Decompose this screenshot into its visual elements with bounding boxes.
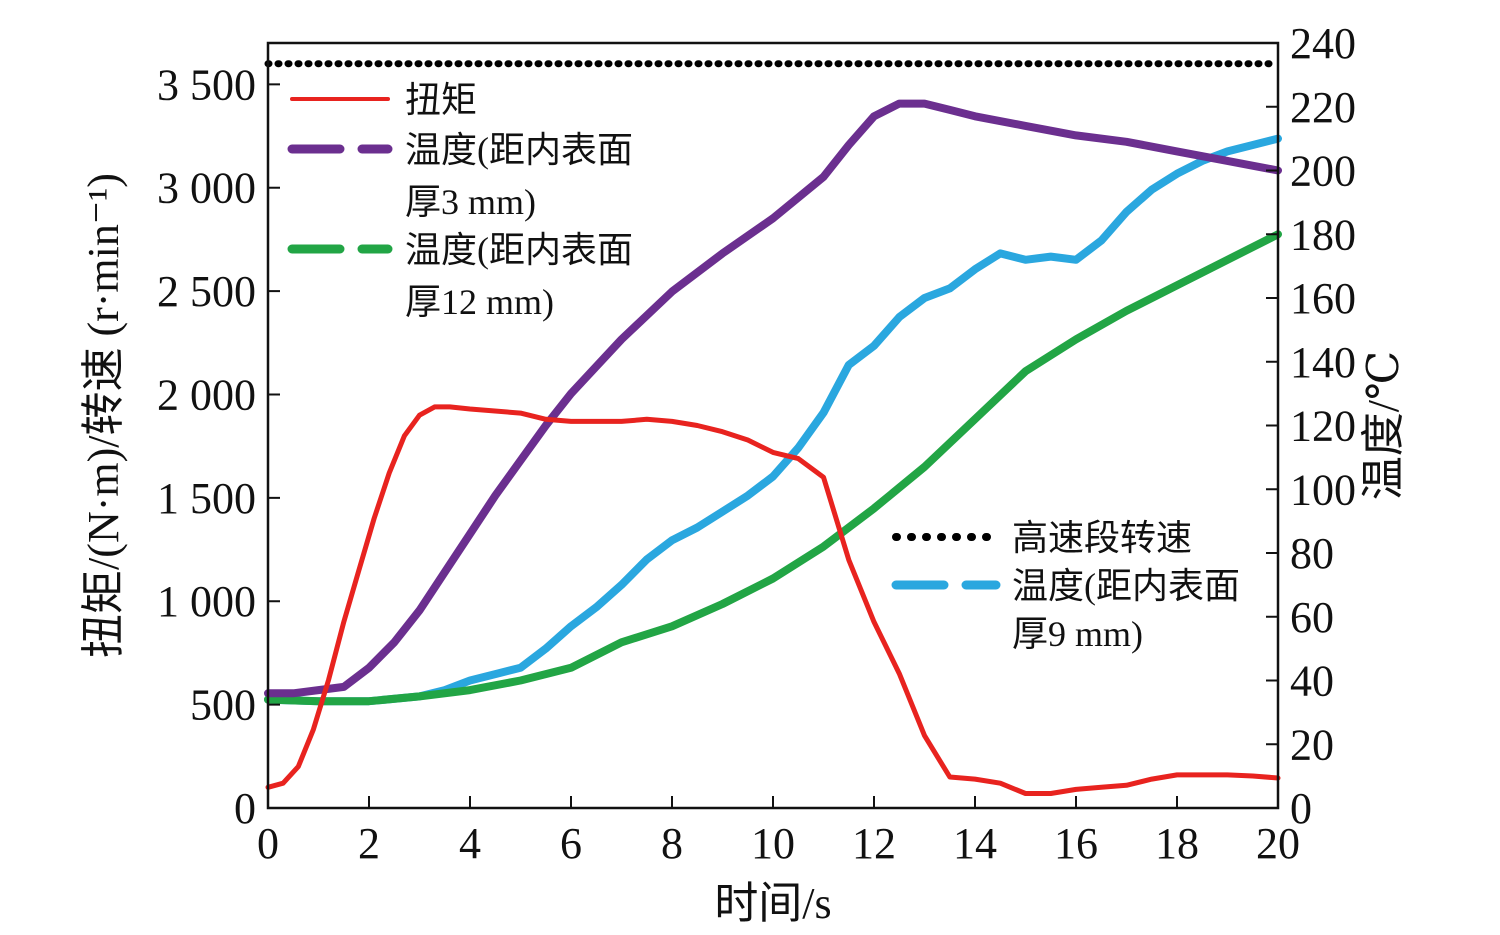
y-left-tick-label: 500 [190, 681, 256, 730]
x-tick-label: 20 [1256, 819, 1300, 868]
series-line-0 [265, 404, 1281, 796]
x-tick-label: 4 [459, 819, 481, 868]
legend-label-speed: 高速段转速 [1012, 518, 1192, 558]
x-tick-label: 10 [751, 819, 795, 868]
legend-top-left: 扭矩 温度(距内表面 厚3 mm) 温度(距内表面 厚12 mm) [287, 80, 633, 322]
x-tick-label: 0 [257, 819, 279, 868]
y-left-tick-label: 0 [234, 784, 256, 833]
y-left-tick-label: 1 500 [157, 474, 256, 523]
legend-label-temp-3mm-line1: 温度(距内表面 [405, 130, 633, 170]
x-tick-label: 12 [852, 819, 896, 868]
y-right-tick-label: 60 [1290, 593, 1334, 642]
series-layer [264, 60, 1282, 796]
y-right-tick-label: 240 [1290, 19, 1356, 68]
y-right-tick-label: 80 [1290, 529, 1334, 578]
y-axis-left-label: 扭矩/(N·m)/转速 (r·min⁻¹) [79, 173, 128, 658]
legend-label-temp-9mm-line1: 温度(距内表面 [1012, 566, 1240, 606]
y-right-tick-label: 120 [1290, 402, 1356, 451]
legend-label-temp-12mm-line1: 温度(距内表面 [405, 230, 633, 270]
y-right-tick-label: 0 [1290, 784, 1312, 833]
legend-center-right: 高速段转速 温度(距内表面 厚9 mm) [891, 518, 1240, 654]
legend-label-temp-9mm-line2: 厚9 mm) [1012, 614, 1143, 654]
y-right-tick-label: 100 [1290, 465, 1356, 514]
y-right-tick-label: 40 [1290, 657, 1334, 706]
x-axis-label: 时间/s [714, 879, 831, 928]
y-right-tick-label: 180 [1290, 210, 1356, 259]
x-tick-label: 8 [661, 819, 683, 868]
y-right-tick-label: 140 [1290, 338, 1356, 387]
y-left-tick-label: 1 000 [157, 577, 256, 626]
x-tick-label: 14 [953, 819, 997, 868]
y-left-tick-label: 2 500 [157, 267, 256, 316]
series-line-4 [264, 134, 1282, 706]
x-tick-label: 18 [1155, 819, 1199, 868]
series-line-1 [264, 99, 1282, 698]
series-line-2 [264, 230, 1282, 706]
y-right-tick-label: 160 [1290, 274, 1356, 323]
y-right-tick-label: 220 [1290, 83, 1356, 132]
y-left-tick-label: 2 000 [157, 370, 256, 419]
y-left-tick-label: 3 000 [157, 164, 256, 213]
y-axis-left: 0 500 1 000 1 500 2 000 2 500 3 000 3 500 [157, 60, 280, 833]
legend-label-torque: 扭矩 [405, 80, 477, 120]
y-right-tick-label: 20 [1290, 720, 1334, 769]
y-axis-right-label: 温度/℃ [1359, 351, 1408, 500]
y-right-tick-label: 200 [1290, 147, 1356, 196]
x-tick-label: 16 [1054, 819, 1098, 868]
legend-label-temp-12mm-line2: 厚12 mm) [405, 282, 554, 322]
x-axis: 0 2 4 6 8 10 12 14 16 18 20 [257, 796, 1300, 868]
y-left-tick-label: 3 500 [157, 60, 256, 109]
y-axis-right: 0 20 40 60 80 100 120 140 160 180 200 220 240 [1266, 19, 1356, 833]
x-tick-label: 2 [358, 819, 380, 868]
legend-label-temp-3mm-line2: 厚3 mm) [405, 182, 536, 222]
x-tick-label: 6 [560, 819, 582, 868]
